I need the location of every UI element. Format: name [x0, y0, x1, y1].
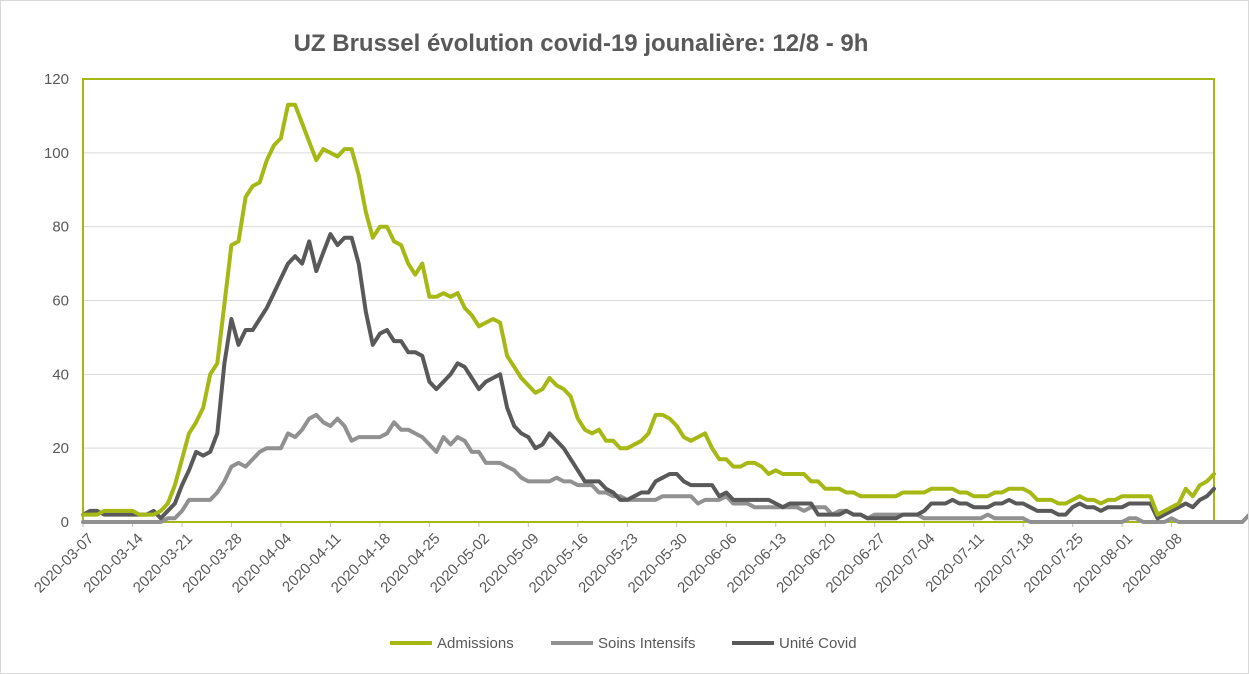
y-tick-label: 0: [61, 514, 69, 531]
y-tick-label: 120: [44, 71, 69, 88]
series-lines: [81, 102, 1248, 524]
legend-label: Admissions: [437, 635, 514, 652]
series-line-unit-covid: [81, 232, 1216, 521]
legend-label: Soins Intensifs: [598, 635, 696, 652]
legend-label: Unité Covid: [779, 635, 857, 652]
y-tick-label: 20: [52, 440, 69, 457]
series-line-soins-intensifs: [81, 412, 1248, 524]
plot-area-border: [82, 78, 1215, 523]
y-tick-label: 100: [44, 145, 69, 162]
y-axis-ticks: 0 20 40 60 80 100 120: [44, 71, 69, 531]
y-tick-label: 40: [52, 366, 69, 383]
x-axis-ticks: 2020-03-072020-03-142020-03-212020-03-28…: [31, 522, 1186, 596]
gridlines: [83, 78, 1214, 523]
y-tick-label: 80: [52, 219, 69, 236]
y-tick-label: 60: [52, 293, 69, 310]
legend: Admissions Soins Intensifs Unité Covid: [390, 635, 857, 652]
chart-title: UZ Brussel évolution covid-19 jounalière…: [294, 30, 869, 57]
series-line-admissions: [81, 102, 1216, 517]
